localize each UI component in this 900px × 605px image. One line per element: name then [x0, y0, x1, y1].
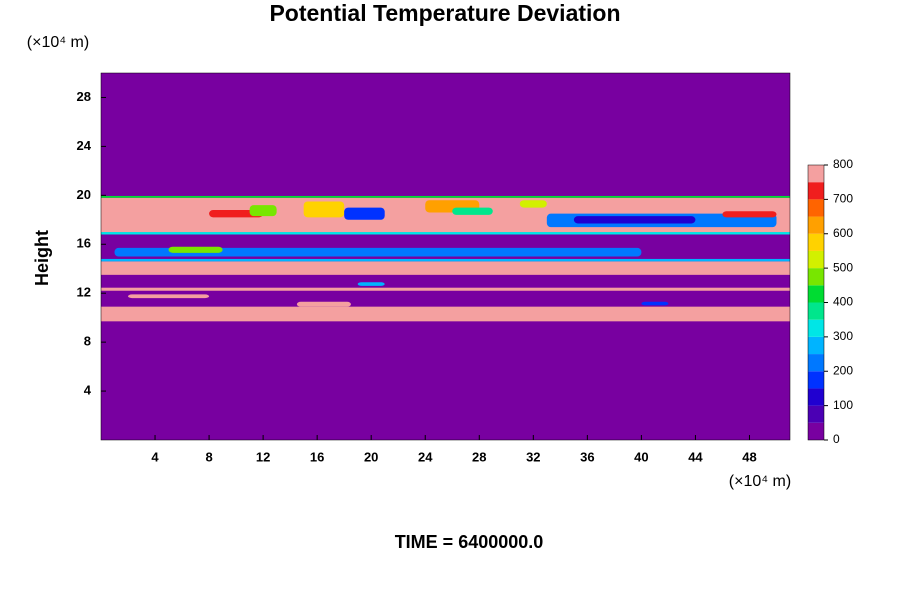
y-unit: (×10⁴ m): [27, 34, 89, 51]
y-tick-label: 28: [77, 89, 91, 104]
colorbar-bin: [808, 285, 824, 303]
band: [101, 195, 790, 198]
x-tick-label: 16: [310, 449, 324, 464]
colorbar-bin: [808, 405, 824, 423]
colorbar-bin: [808, 371, 824, 389]
plot-frame: [100, 72, 791, 441]
feature: [296, 301, 351, 307]
feature: [452, 207, 493, 215]
colorbar-tick-label: 100: [833, 398, 853, 412]
band: [101, 287, 790, 291]
feature: [641, 301, 669, 306]
feature: [519, 200, 547, 208]
colorbar-bin: [808, 199, 824, 217]
feature: [168, 246, 223, 253]
colorbar-bin: [808, 165, 824, 183]
y-tick-label: 12: [77, 285, 91, 300]
colorbar-tick-label: 400: [833, 295, 853, 309]
x-tick-label: 40: [634, 449, 648, 464]
y-tick-label: 8: [84, 334, 91, 349]
colorbar-tick-label: 600: [833, 226, 853, 240]
x-tick-label: 48: [742, 449, 756, 464]
feature: [303, 201, 345, 218]
colorbar-bin: [808, 354, 824, 372]
x-tick-label: 28: [472, 449, 486, 464]
colorbar-tick-label: 700: [833, 192, 853, 206]
x-tick-label: 32: [526, 449, 540, 464]
x-tick-label: 44: [688, 449, 703, 464]
band: [101, 232, 790, 235]
band: [101, 258, 790, 262]
chart-title: Potential Temperature Deviation: [269, 0, 620, 26]
colorbar-bin: [808, 336, 824, 355]
y-tick-label: 16: [77, 236, 91, 251]
colorbar-tick-label: 0: [833, 432, 840, 446]
colorbar-bin: [808, 182, 824, 200]
x-tick-label: 20: [364, 449, 378, 464]
feature: [573, 216, 696, 224]
x-tick-label: 12: [256, 449, 270, 464]
band: [101, 261, 790, 275]
colorbar-bin: [808, 388, 824, 406]
x-unit: (×10⁴ m): [729, 473, 791, 490]
colorbar-tick-label: 300: [833, 329, 853, 343]
feature: [344, 207, 385, 220]
colorbar-bin: [808, 302, 824, 320]
footer: TIME = 6400000.0: [395, 532, 544, 552]
x-tick-label: 8: [205, 449, 212, 464]
feature: [357, 282, 385, 286]
x-tick-label: 4: [151, 449, 159, 464]
colorbar-bin: [808, 216, 824, 234]
feature: [114, 247, 642, 257]
colorbar-bin: [808, 422, 824, 440]
feature: [722, 211, 777, 218]
y-tick-label: 24: [77, 138, 92, 153]
colorbar-bin: [808, 268, 824, 286]
y-axis-label: Height: [32, 230, 52, 286]
feature: [249, 205, 277, 217]
x-tick-label: 36: [580, 449, 594, 464]
y-tick-label: 20: [77, 187, 91, 202]
colorbar-bin: [808, 233, 824, 251]
colorbar-tick-label: 500: [833, 260, 853, 274]
colorbar-tick-label: 200: [833, 363, 853, 377]
y-tick-label: 4: [84, 383, 92, 398]
colorbar-bin: [808, 250, 824, 269]
band: [101, 306, 790, 322]
feature: [128, 294, 210, 299]
x-tick-label: 24: [418, 449, 433, 464]
colorbar-tick-label: 800: [833, 157, 853, 171]
colorbar-bin: [808, 319, 824, 337]
